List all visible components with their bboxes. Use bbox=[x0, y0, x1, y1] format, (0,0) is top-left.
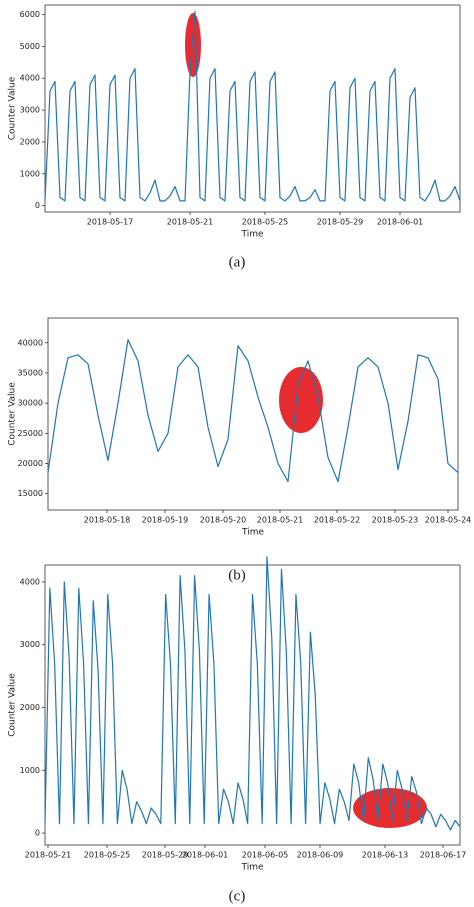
y-tick-label: 1000 bbox=[20, 169, 40, 178]
x-tick-label: 2018-06-13 bbox=[362, 851, 409, 860]
x-tick-label: 2018-05-20 bbox=[200, 516, 247, 525]
y-tick-label: 1000 bbox=[20, 766, 40, 775]
x-tick-label: 2018-05-21 bbox=[257, 516, 304, 525]
x-tick-label: 2018-05-21 bbox=[25, 851, 72, 860]
x-tick-label: 2018-06-09 bbox=[297, 851, 344, 860]
anomaly-marker bbox=[279, 367, 323, 433]
x-tick-label: 2018-05-22 bbox=[314, 516, 361, 525]
x-tick-label: 2018-06-01 bbox=[377, 218, 424, 227]
data-line bbox=[47, 339, 459, 483]
y-tick-label: 3000 bbox=[20, 640, 40, 649]
caption: (c) bbox=[229, 888, 246, 904]
x-tick-label: 2018-06-05 bbox=[242, 851, 289, 860]
y-tick-label: 30000 bbox=[18, 399, 43, 408]
y-tick-label: 2000 bbox=[20, 703, 40, 712]
data-line bbox=[44, 10, 461, 202]
x-tick-label: 2018-05-19 bbox=[142, 516, 189, 525]
x-tick-label: 2018-06-17 bbox=[420, 851, 467, 860]
x-tick-label: 2018-05-18 bbox=[84, 516, 131, 525]
x-tick-label: 2018-05-21 bbox=[167, 218, 214, 227]
anomaly-marker bbox=[353, 788, 427, 828]
y-axis-title: Counter Value bbox=[8, 76, 18, 140]
x-tick-label: 2018-05-23 bbox=[372, 516, 419, 525]
x-tick-label: 2018-05-17 bbox=[87, 218, 134, 227]
y-axis-title: Counter Value bbox=[8, 382, 18, 446]
x-tick-label: 2018-05-29 bbox=[317, 218, 364, 227]
anomaly-marker bbox=[185, 13, 201, 77]
y-axis-title: Counter Value bbox=[8, 673, 18, 737]
y-tick-label: 15000 bbox=[18, 489, 43, 498]
plot-frame bbox=[44, 4, 461, 213]
y-tick-label: 40000 bbox=[18, 338, 43, 347]
y-tick-label: 4000 bbox=[20, 577, 40, 586]
x-tick-label: 2018-05-25 bbox=[84, 851, 131, 860]
y-tick-label: 25000 bbox=[18, 429, 43, 438]
y-tick-label: 20000 bbox=[18, 459, 43, 468]
y-tick-label: 0 bbox=[35, 829, 40, 838]
x-axis-title: Time bbox=[241, 528, 264, 538]
y-tick-label: 4000 bbox=[20, 74, 40, 83]
x-tick-label: 2018-05-25 bbox=[242, 218, 289, 227]
x-axis-title: Time bbox=[240, 230, 263, 240]
plot-frame bbox=[44, 564, 461, 846]
caption: (b) bbox=[228, 567, 246, 583]
x-tick-label: 2018-05-29 bbox=[142, 851, 189, 860]
y-tick-label: 2000 bbox=[20, 137, 40, 146]
x-tick-label: 2018-06-01 bbox=[182, 851, 229, 860]
y-tick-label: 6000 bbox=[20, 10, 40, 19]
data-line bbox=[44, 556, 461, 831]
y-tick-label: 5000 bbox=[20, 42, 40, 51]
x-axis-title: Time bbox=[240, 863, 263, 873]
plot-frame bbox=[47, 317, 459, 511]
x-tick-label: 2018-05-24 bbox=[425, 516, 472, 525]
caption: (a) bbox=[229, 254, 246, 270]
y-tick-label: 0 bbox=[35, 201, 40, 210]
y-tick-label: 3000 bbox=[20, 106, 40, 115]
y-tick-label: 35000 bbox=[18, 368, 43, 377]
